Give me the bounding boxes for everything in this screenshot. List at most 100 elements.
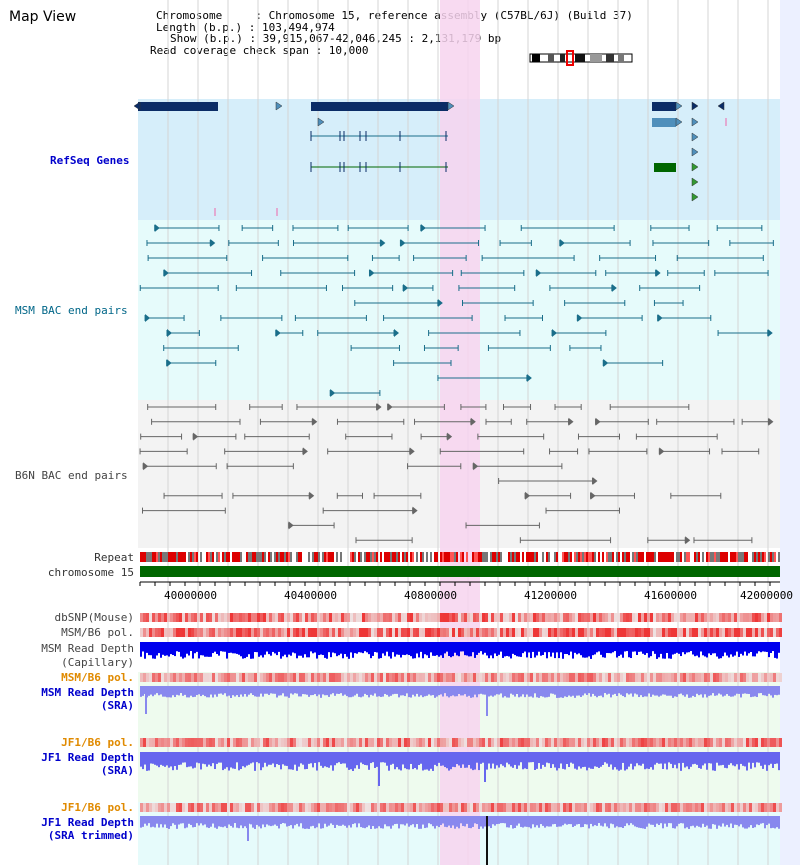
repeat-label[interactable]: Repeat: [94, 551, 134, 564]
chromosome-ideogram[interactable]: [529, 50, 633, 66]
heatmap-cell: [263, 803, 266, 812]
read-depth-tracks[interactable]: [140, 642, 780, 865]
jf1-depth-sra-label[interactable]: JF1 Read Depth: [41, 751, 134, 764]
heatmap-cell: [710, 628, 713, 637]
msm-depth-capillary-label[interactable]: MSM Read Depth: [41, 642, 134, 655]
repeat-cell: [500, 552, 502, 562]
depth-bar: [212, 642, 214, 654]
b6n-bac-features[interactable]: [139, 403, 774, 545]
b6n-end: [387, 403, 393, 411]
highlight-region[interactable]: [440, 0, 480, 865]
refseq-gene-models[interactable]: [133, 101, 727, 216]
chromosome-bar[interactable]: [140, 566, 780, 577]
gene-feature[interactable]: [654, 163, 676, 172]
heatmap-cell: [179, 803, 182, 812]
depth-bar: [716, 752, 718, 763]
jf1-pol-label-2[interactable]: JF1/B6 pol.: [61, 801, 134, 814]
depth-bar: [158, 642, 160, 654]
chromosome-label[interactable]: chromosome 15: [47, 566, 134, 579]
gene-feature[interactable]: [652, 102, 676, 111]
depth-bar: [468, 642, 470, 657]
heatmap-cell: [350, 803, 353, 812]
dbsnp-label[interactable]: dbSNP(Mouse): [54, 611, 134, 624]
heatmap-cell: [608, 738, 611, 747]
depth-bar: [172, 752, 174, 771]
heatmap-cell: [227, 803, 230, 812]
depth-bar: [570, 752, 572, 763]
axis-tick-label: 42000000: [740, 589, 793, 602]
gene-feature[interactable]: [311, 102, 448, 111]
heatmap-cell: [671, 613, 674, 622]
depth-bar: [680, 752, 682, 771]
depth-bar: [706, 642, 708, 658]
jf1-pol-label[interactable]: JF1/B6 pol.: [61, 736, 134, 749]
msm-depth-sra-label[interactable]: MSM Read Depth: [41, 686, 134, 699]
heatmap-tracks[interactable]: [140, 613, 782, 812]
depth-bar: [480, 752, 482, 764]
heatmap-cell: [320, 803, 323, 812]
refseq-label[interactable]: RefSeq Genes: [50, 154, 130, 167]
repeat-cell: [374, 552, 376, 562]
heatmap-cell: [680, 673, 683, 682]
depth-bar: [364, 816, 366, 829]
depth-bar: [224, 816, 226, 827]
heatmap-cell: [416, 613, 419, 622]
heatmap-cell: [479, 628, 482, 637]
depth-bar: [288, 816, 290, 826]
b6n-bac-label[interactable]: B6N BAC end pairs: [15, 469, 128, 482]
depth-bar: [476, 752, 478, 763]
repeat-cell: [654, 552, 656, 562]
depth-bar: [268, 642, 270, 655]
depth-bar: [268, 816, 270, 826]
heatmap-cell: [575, 738, 578, 747]
gene-feature[interactable]: [652, 118, 676, 127]
depth-bar: [594, 642, 596, 655]
depth-bar: [220, 816, 222, 827]
heatmap-cell: [617, 628, 620, 637]
heatmap-cell: [500, 738, 503, 747]
depth-bar: [596, 752, 598, 767]
heatmap-cell: [623, 613, 626, 622]
heatmap-cell: [428, 673, 431, 682]
depth-bar: [648, 642, 650, 658]
heatmap-cell: [158, 673, 161, 682]
depth-bar: [362, 816, 364, 828]
repeat-cell: [298, 552, 300, 562]
repeat-cell: [166, 552, 168, 562]
heatmap-cell: [230, 628, 233, 637]
depth-bar: [768, 752, 770, 766]
depth-bar: [178, 686, 180, 696]
jf1-depth-trim-label[interactable]: JF1 Read Depth: [41, 816, 134, 829]
heatmap-cell: [425, 803, 428, 812]
depth-bar: [362, 752, 364, 765]
heatmap-cell: [152, 738, 155, 747]
msm-b6-pol-label[interactable]: MSM/B6 pol.: [61, 626, 134, 639]
depth-bar: [312, 816, 314, 826]
msm-bac-label[interactable]: MSM BAC end pairs: [15, 304, 128, 317]
heatmap-cell: [347, 613, 350, 622]
heatmap-cell: [527, 738, 530, 747]
depth-bar: [704, 686, 706, 695]
depth-bar: [206, 752, 208, 767]
depth-bar: [234, 816, 236, 824]
msm-b6-pol-label-2[interactable]: MSM/B6 pol.: [61, 671, 134, 684]
heatmap-cell: [383, 673, 386, 682]
msm-bac-features[interactable]: [139, 224, 774, 397]
depth-bar: [566, 686, 568, 698]
depth-bar: [222, 816, 224, 828]
heatmap-cell: [290, 628, 293, 637]
depth-bar: [346, 686, 348, 697]
gene-feature[interactable]: [138, 102, 218, 111]
heatmap-cell: [176, 613, 179, 622]
heatmap-cell: [230, 613, 233, 622]
heatmap-cell: [497, 613, 500, 622]
heatmap-cell: [605, 803, 608, 812]
heatmap-cell: [722, 628, 725, 637]
repeat-track[interactable]: [140, 552, 780, 562]
depth-bar: [598, 816, 600, 824]
msm-end: [163, 269, 169, 277]
repeat-cell: [416, 552, 418, 562]
depth-bar: [496, 752, 498, 766]
depth-bar: [588, 752, 590, 768]
